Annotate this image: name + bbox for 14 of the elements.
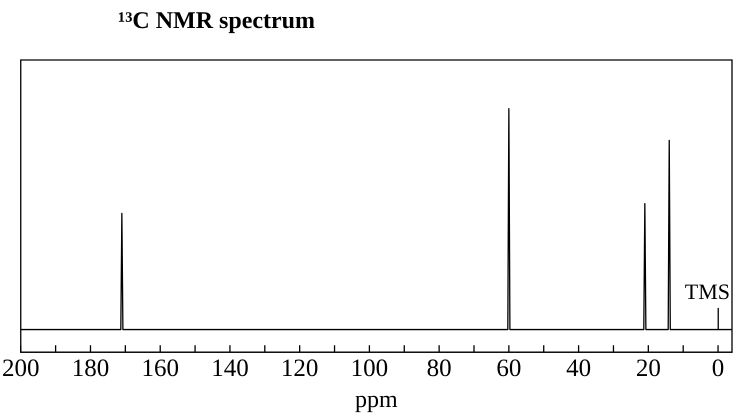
chart-title: ¹³C NMR spectrum xyxy=(118,8,316,35)
x-tick-label: 20 xyxy=(636,354,661,382)
x-tick-label: 80 xyxy=(426,354,452,382)
x-tick-label: 60 xyxy=(496,354,522,382)
x-tick-label: 140 xyxy=(211,354,249,382)
x-tick-label: 160 xyxy=(141,354,179,382)
x-tick-label: 0 xyxy=(712,354,724,382)
annotation: TMS xyxy=(684,279,730,304)
x-tick-label: 200 xyxy=(2,354,40,382)
x-tick-label: 180 xyxy=(72,354,110,382)
x-axis-title: ppm xyxy=(355,386,398,413)
x-tick-label: 120 xyxy=(280,354,318,382)
x-tick-label: 100 xyxy=(350,354,388,382)
x-tick-label: 40 xyxy=(566,354,592,382)
